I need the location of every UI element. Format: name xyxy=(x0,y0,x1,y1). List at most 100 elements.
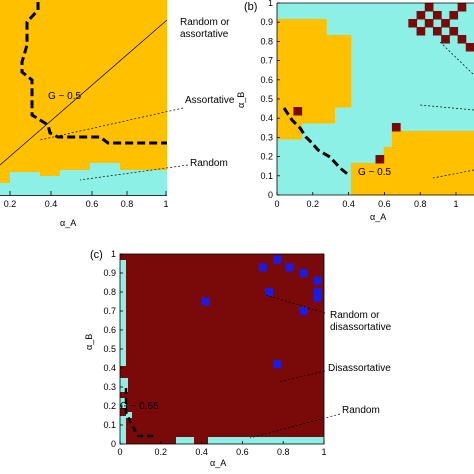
panel-c-xtick-label: 0.4 xyxy=(195,447,208,457)
panel-b-cell xyxy=(408,187,418,196)
panel-a-xtick-label: 0.8 xyxy=(121,199,134,209)
panel-b-cell xyxy=(441,163,450,172)
panel-b-cell xyxy=(391,131,401,140)
panel-c-label: (c) xyxy=(90,249,103,261)
panel-b-cell xyxy=(301,59,311,68)
panel-b-cell xyxy=(432,163,442,172)
panel-b-cell xyxy=(416,179,426,188)
panel-c-random-bottom-strip xyxy=(208,437,324,444)
panel-b-arrow-1 xyxy=(419,104,474,111)
panel-b-cell xyxy=(408,139,418,148)
panel-b-cell xyxy=(359,171,368,180)
panel-c-blue-cell xyxy=(313,288,322,296)
panel-b-cell xyxy=(391,163,401,172)
panel-b-cell xyxy=(350,187,360,196)
panel-b-cell xyxy=(465,163,474,172)
panel-b-cell xyxy=(408,147,418,156)
panel-b-cell xyxy=(326,115,335,124)
panel-b-cell xyxy=(449,163,459,172)
panel-b-cell xyxy=(342,75,352,84)
panel-b-cell xyxy=(457,139,467,148)
panel-b-cell xyxy=(375,187,385,196)
panel-c-blue-cell xyxy=(313,293,322,302)
panel-b-cell xyxy=(457,163,467,172)
panel-b-cell xyxy=(285,99,294,108)
panel-b-disassortative-cell xyxy=(293,107,303,116)
panel-c-blue-cell xyxy=(299,307,308,315)
panel-b-cell xyxy=(326,35,335,44)
panel-b-xtick-label: 0.4 xyxy=(342,199,355,209)
panel-b-cell xyxy=(285,107,294,116)
panel-b-disassortative-cell xyxy=(416,27,426,36)
panel-c-random-label: Random xyxy=(342,405,380,416)
panel-b-ytick-label: 0.1 xyxy=(260,171,273,181)
panel-b-disassortative-cell xyxy=(424,3,434,12)
panel-b-cell xyxy=(449,187,459,196)
panel-b-cell xyxy=(424,171,434,180)
panel-c-blue-cell xyxy=(285,263,294,272)
panel-c-axes: 0 0.1 0.2 0.3 0.4 0.5 0.6 0.7 0.8 0.9 1 0 0.2 0.4 0.6 0… xyxy=(103,249,326,457)
panel-b-cell xyxy=(416,147,426,156)
panel-b-cell xyxy=(309,59,319,68)
panel-c-disassortative-arrow xyxy=(277,370,326,383)
panel-b-cell xyxy=(416,131,426,140)
panel-b-cell xyxy=(391,171,401,180)
panel-b-xtick-label: 0.8 xyxy=(414,199,427,209)
panel-b-cell xyxy=(309,19,319,28)
panel-b-cell xyxy=(391,179,401,188)
panel-b-cell xyxy=(285,51,294,60)
panel-b-ytick-label: 0.7 xyxy=(260,56,273,66)
panel-b-cell xyxy=(375,163,385,172)
panel-b-cell xyxy=(309,115,319,124)
panel-b-cell xyxy=(285,123,294,132)
panel-b-cell xyxy=(293,35,303,44)
panel-b-cell xyxy=(309,67,319,76)
panel-c-xtick-label: 0.6 xyxy=(236,447,249,457)
panel-b-cell xyxy=(424,163,434,172)
panel-c-random-bottom-cell xyxy=(176,437,194,444)
panel-b-disassortative-cell xyxy=(408,19,418,28)
panel-b-cell xyxy=(441,187,450,196)
panel-b-cell xyxy=(424,139,434,148)
panel-b-cell xyxy=(432,179,442,188)
panel-b-cell xyxy=(342,67,352,76)
panel-b-cell xyxy=(318,107,327,116)
panel-c-ytick-label: 0.3 xyxy=(103,382,116,392)
panel-b-cell xyxy=(277,43,286,52)
panel-a-xtick-label: 0.2 xyxy=(4,199,17,209)
panel-c-ytick-label: 0.2 xyxy=(103,401,116,411)
panel-b-cell xyxy=(277,67,286,76)
panel-b-cell xyxy=(285,43,294,52)
panel-b-cell xyxy=(301,107,311,116)
panel-a-boundary-line xyxy=(0,19,168,166)
panel-b-cell xyxy=(293,43,303,52)
panel-b-ytick-label: 1 xyxy=(268,0,273,8)
panel-b-cell xyxy=(318,43,327,52)
panel-b-cell xyxy=(400,155,409,164)
panel-b-cell xyxy=(350,179,360,188)
panel-b-cell xyxy=(408,171,418,180)
panel-b-cell xyxy=(277,99,286,108)
panel-c: (c) G ~ 0.65 Random or disassortative Di… xyxy=(84,249,392,468)
panel-b-cell xyxy=(449,139,459,148)
panel-b-cell xyxy=(277,75,286,84)
panel-b-cell xyxy=(408,131,418,140)
panel-b-cell xyxy=(400,139,409,148)
panel-b-cell xyxy=(367,163,376,172)
panel-c-disassortative-label-1: disassortative xyxy=(330,322,392,333)
panel-c-random-left-cell xyxy=(120,416,126,444)
panel-b-g-label: G ~ 0.5 xyxy=(358,167,392,178)
panel-b-cell xyxy=(449,171,459,180)
panel-b-cell xyxy=(391,155,401,164)
panel-b-disassortative-cell xyxy=(457,35,467,44)
panel-c-ytick-label: 0.9 xyxy=(103,268,116,278)
panel-b-cell xyxy=(424,187,434,196)
panel-b-cell xyxy=(342,51,352,60)
panel-b-ytick-label: 0.2 xyxy=(260,152,273,162)
panel-c-random-left-cell xyxy=(120,398,126,408)
panel-a-x-ticks: 0.2 0.4 0.6 0.8 1 xyxy=(4,191,169,209)
panel-b-cell xyxy=(465,131,474,140)
panel-b-cell xyxy=(301,27,311,36)
panel-c-blue-cell xyxy=(299,269,308,277)
panel-b-cell xyxy=(334,83,344,92)
